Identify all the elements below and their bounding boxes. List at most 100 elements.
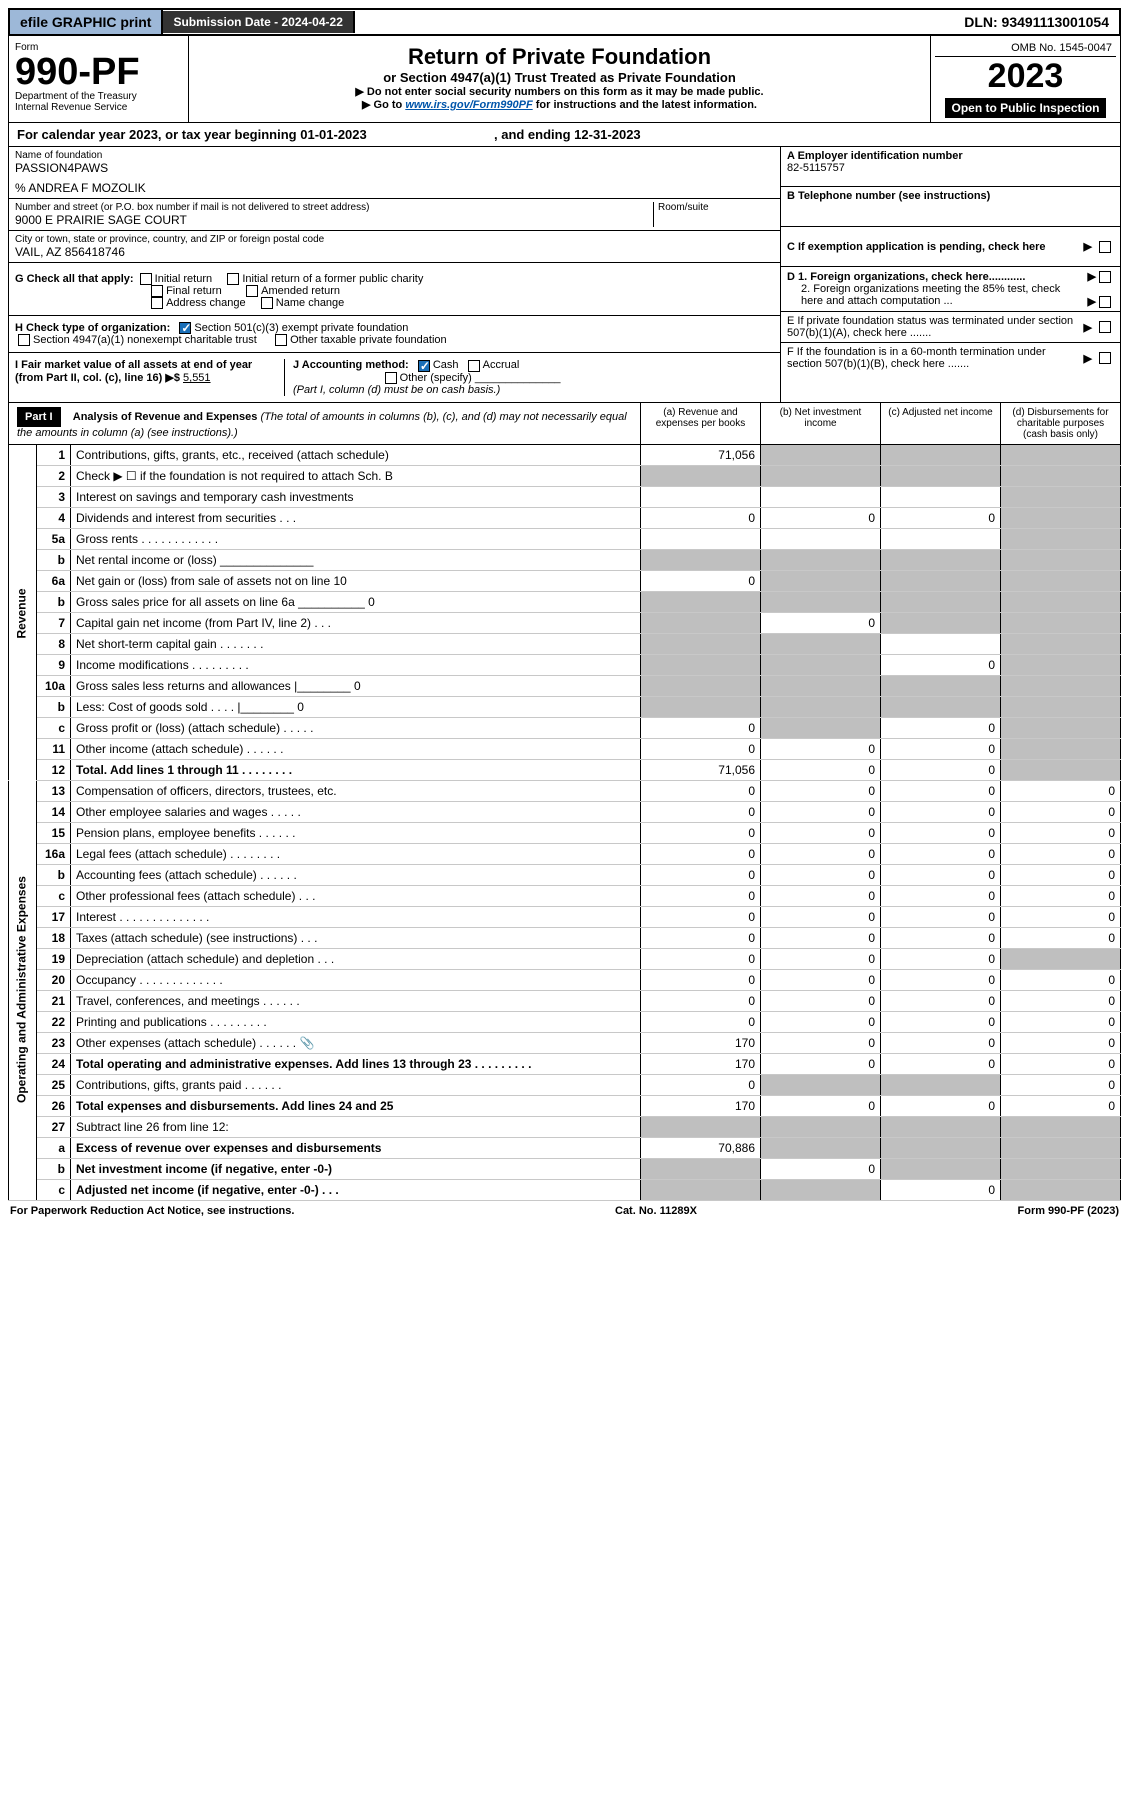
amount-col-b xyxy=(761,591,881,612)
line-description: Total expenses and disbursements. Add li… xyxy=(71,1095,641,1116)
line-number: 13 xyxy=(37,780,71,801)
amount-col-b: 0 xyxy=(761,780,881,801)
street-address: 9000 E PRAIRIE SAGE COURT xyxy=(15,213,649,227)
d2-checkbox[interactable] xyxy=(1099,296,1111,308)
line-description: Taxes (attach schedule) (see instruction… xyxy=(71,927,641,948)
amount-col-c: 0 xyxy=(881,1011,1001,1032)
amount-col-b xyxy=(761,570,881,591)
line-number: 8 xyxy=(37,633,71,654)
line-description: Interest on savings and temporary cash i… xyxy=(71,486,641,507)
amount-col-b: 0 xyxy=(761,801,881,822)
line-number: 11 xyxy=(37,738,71,759)
amount-col-c xyxy=(881,1137,1001,1158)
table-row: 11Other income (attach schedule) . . . .… xyxy=(9,738,1121,759)
amount-col-d: 0 xyxy=(1001,885,1121,906)
c-checkbox[interactable] xyxy=(1099,241,1111,253)
table-row: 19Depreciation (attach schedule) and dep… xyxy=(9,948,1121,969)
line-description: Less: Cost of goods sold . . . . |______… xyxy=(71,696,641,717)
amount-col-c: 0 xyxy=(881,822,1001,843)
amount-col-a xyxy=(641,486,761,507)
h-other[interactable] xyxy=(275,334,287,346)
j-label: J Accounting method: xyxy=(293,359,409,371)
g-amended[interactable] xyxy=(246,285,258,297)
amount-col-a xyxy=(641,528,761,549)
amount-col-c xyxy=(881,1158,1001,1179)
amount-col-c: 0 xyxy=(881,843,1001,864)
line-number: c xyxy=(37,717,71,738)
d1-label: D 1. Foreign organizations, check here..… xyxy=(787,271,1025,283)
dept-line1: Department of the Treasury xyxy=(15,91,182,102)
amount-col-a: 71,056 xyxy=(641,759,761,780)
amount-col-c: 0 xyxy=(881,801,1001,822)
table-row: bGross sales price for all assets on lin… xyxy=(9,591,1121,612)
table-row: cOther professional fees (attach schedul… xyxy=(9,885,1121,906)
line-description: Other income (attach schedule) . . . . .… xyxy=(71,738,641,759)
j-accrual[interactable] xyxy=(468,360,480,372)
line-number: 22 xyxy=(37,1011,71,1032)
h-opt0: Section 501(c)(3) exempt private foundat… xyxy=(194,322,408,334)
g-initial-return[interactable] xyxy=(140,273,152,285)
table-row: 16aLegal fees (attach schedule) . . . . … xyxy=(9,843,1121,864)
amount-col-d xyxy=(1001,738,1121,759)
line-number: 4 xyxy=(37,507,71,528)
footer-right: Form 990-PF (2023) xyxy=(1018,1205,1119,1217)
phone-label: B Telephone number (see instructions) xyxy=(787,190,990,202)
table-row: 6aNet gain or (loss) from sale of assets… xyxy=(9,570,1121,591)
g-initial-former[interactable] xyxy=(227,273,239,285)
j-cash[interactable] xyxy=(418,360,430,372)
amount-col-c: 0 xyxy=(881,864,1001,885)
amount-col-a: 0 xyxy=(641,717,761,738)
e-checkbox[interactable] xyxy=(1099,321,1111,333)
amount-col-d xyxy=(1001,675,1121,696)
h-4947[interactable] xyxy=(18,334,30,346)
table-row: 26Total expenses and disbursements. Add … xyxy=(9,1095,1121,1116)
amount-col-a: 0 xyxy=(641,570,761,591)
efile-print-button[interactable]: efile GRAPHIC print xyxy=(10,10,163,34)
f-checkbox[interactable] xyxy=(1099,352,1111,364)
amount-col-b xyxy=(761,528,881,549)
line-number: 25 xyxy=(37,1074,71,1095)
table-row: 27Subtract line 26 from line 12: xyxy=(9,1116,1121,1137)
g-address[interactable] xyxy=(151,297,163,309)
h-501c3[interactable] xyxy=(179,322,191,334)
amount-col-d xyxy=(1001,948,1121,969)
city-state-zip: VAIL, AZ 856418746 xyxy=(15,245,774,259)
g-label: G Check all that apply: xyxy=(15,273,134,285)
g-opt3: Amended return xyxy=(261,285,340,297)
amount-col-b: 0 xyxy=(761,906,881,927)
g-final[interactable] xyxy=(151,285,163,297)
line-description: Compensation of officers, directors, tru… xyxy=(71,780,641,801)
amount-col-b: 0 xyxy=(761,864,881,885)
g-name[interactable] xyxy=(261,297,273,309)
d2-label: 2. Foreign organizations meeting the 85%… xyxy=(787,283,1084,307)
arrow-d1: ▶ xyxy=(1088,271,1096,283)
cal-end: 12-31-2023 xyxy=(574,127,641,142)
col-c-header: (c) Adjusted net income xyxy=(880,403,1000,444)
line-description: Net investment income (if negative, ente… xyxy=(71,1158,641,1179)
table-row: 12Total. Add lines 1 through 11 . . . . … xyxy=(9,759,1121,780)
care-of: % ANDREA F MOZOLIK xyxy=(15,181,774,195)
d1-checkbox[interactable] xyxy=(1099,271,1111,283)
amount-col-a xyxy=(641,465,761,486)
line-description: Adjusted net income (if negative, enter … xyxy=(71,1179,641,1200)
amount-col-c: 0 xyxy=(881,948,1001,969)
line-number: c xyxy=(37,1179,71,1200)
amount-col-d xyxy=(1001,528,1121,549)
amount-col-c xyxy=(881,675,1001,696)
line-description: Other expenses (attach schedule) . . . .… xyxy=(71,1032,641,1053)
part1-label: Part I xyxy=(17,407,61,427)
amount-col-c xyxy=(881,1116,1001,1137)
table-row: 3Interest on savings and temporary cash … xyxy=(9,486,1121,507)
j-other[interactable] xyxy=(385,372,397,384)
amount-col-b: 0 xyxy=(761,738,881,759)
amount-col-b: 0 xyxy=(761,612,881,633)
form-link[interactable]: www.irs.gov/Form990PF xyxy=(405,99,532,111)
arrow-icon: ▶ xyxy=(1084,240,1092,253)
amount-col-c: 0 xyxy=(881,780,1001,801)
amount-col-a: 170 xyxy=(641,1095,761,1116)
amount-col-a: 0 xyxy=(641,927,761,948)
line-description: Net rental income or (loss) ____________… xyxy=(71,549,641,570)
amount-col-a: 0 xyxy=(641,906,761,927)
amount-col-d xyxy=(1001,612,1121,633)
amount-col-d: 0 xyxy=(1001,801,1121,822)
